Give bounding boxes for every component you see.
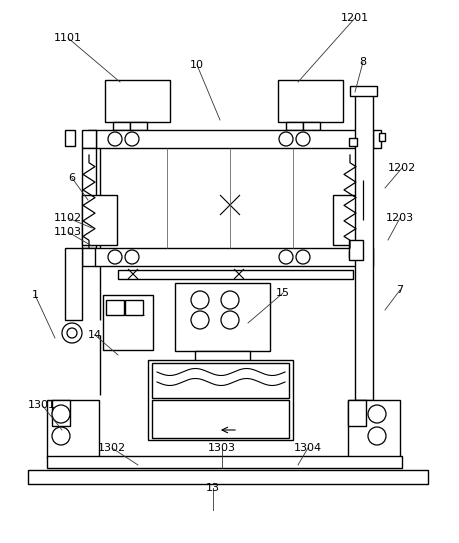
Bar — [195, 351, 250, 361]
Bar — [95, 130, 373, 148]
Bar — [28, 470, 428, 484]
Bar — [82, 130, 96, 148]
Text: 1202: 1202 — [388, 163, 416, 173]
Text: 14: 14 — [88, 330, 102, 340]
Bar — [65, 130, 75, 146]
Text: 1: 1 — [32, 290, 39, 300]
Bar — [105, 80, 170, 122]
Bar — [175, 283, 270, 351]
Circle shape — [191, 311, 209, 329]
Circle shape — [67, 328, 77, 338]
Bar — [152, 363, 289, 398]
Circle shape — [52, 427, 70, 445]
Circle shape — [191, 291, 209, 309]
Circle shape — [279, 250, 293, 264]
Text: 1102: 1102 — [54, 213, 82, 223]
Circle shape — [108, 132, 122, 146]
Text: 1304: 1304 — [294, 443, 322, 453]
Bar — [52, 400, 70, 426]
Bar — [83, 133, 89, 141]
Circle shape — [368, 427, 386, 445]
Bar — [130, 122, 147, 130]
Circle shape — [368, 405, 386, 423]
Text: 1103: 1103 — [54, 227, 82, 237]
Bar — [352, 415, 362, 430]
Bar — [373, 130, 381, 148]
Bar — [348, 400, 400, 458]
Bar — [95, 248, 373, 266]
Text: 1201: 1201 — [341, 13, 369, 23]
Text: 8: 8 — [359, 57, 367, 67]
Bar — [349, 250, 357, 258]
Bar — [355, 90, 373, 400]
Text: 1101: 1101 — [54, 33, 82, 43]
Circle shape — [108, 250, 122, 264]
Bar — [106, 300, 124, 315]
Bar — [379, 133, 385, 141]
Text: 6: 6 — [68, 173, 75, 183]
Bar — [348, 400, 366, 426]
Text: 1303: 1303 — [208, 443, 236, 453]
Circle shape — [221, 291, 239, 309]
Text: 1301: 1301 — [28, 400, 56, 410]
Circle shape — [125, 132, 139, 146]
Circle shape — [125, 250, 139, 264]
Text: 7: 7 — [397, 285, 403, 295]
Bar — [65, 248, 82, 320]
Bar — [148, 360, 293, 440]
Bar — [47, 400, 99, 458]
Circle shape — [296, 132, 310, 146]
Bar — [333, 195, 368, 245]
Text: 13: 13 — [206, 483, 220, 493]
Bar — [303, 122, 320, 130]
Bar — [82, 248, 96, 266]
Bar — [286, 122, 303, 130]
Circle shape — [52, 405, 70, 423]
Bar — [349, 240, 363, 260]
Text: 10: 10 — [190, 60, 204, 70]
Bar — [349, 138, 357, 146]
Circle shape — [221, 311, 239, 329]
Bar — [125, 300, 143, 315]
Bar — [88, 130, 96, 148]
Bar — [82, 148, 96, 248]
Bar — [82, 195, 117, 245]
Bar — [47, 456, 402, 468]
Text: 1203: 1203 — [386, 213, 414, 223]
Bar — [278, 80, 343, 122]
Bar — [103, 295, 153, 350]
Bar — [118, 270, 353, 279]
Bar — [113, 122, 130, 130]
Bar — [350, 86, 377, 96]
Text: 1302: 1302 — [98, 443, 126, 453]
Text: 15: 15 — [276, 288, 290, 298]
Bar — [152, 400, 289, 438]
Circle shape — [62, 323, 82, 343]
Circle shape — [279, 132, 293, 146]
Circle shape — [296, 250, 310, 264]
